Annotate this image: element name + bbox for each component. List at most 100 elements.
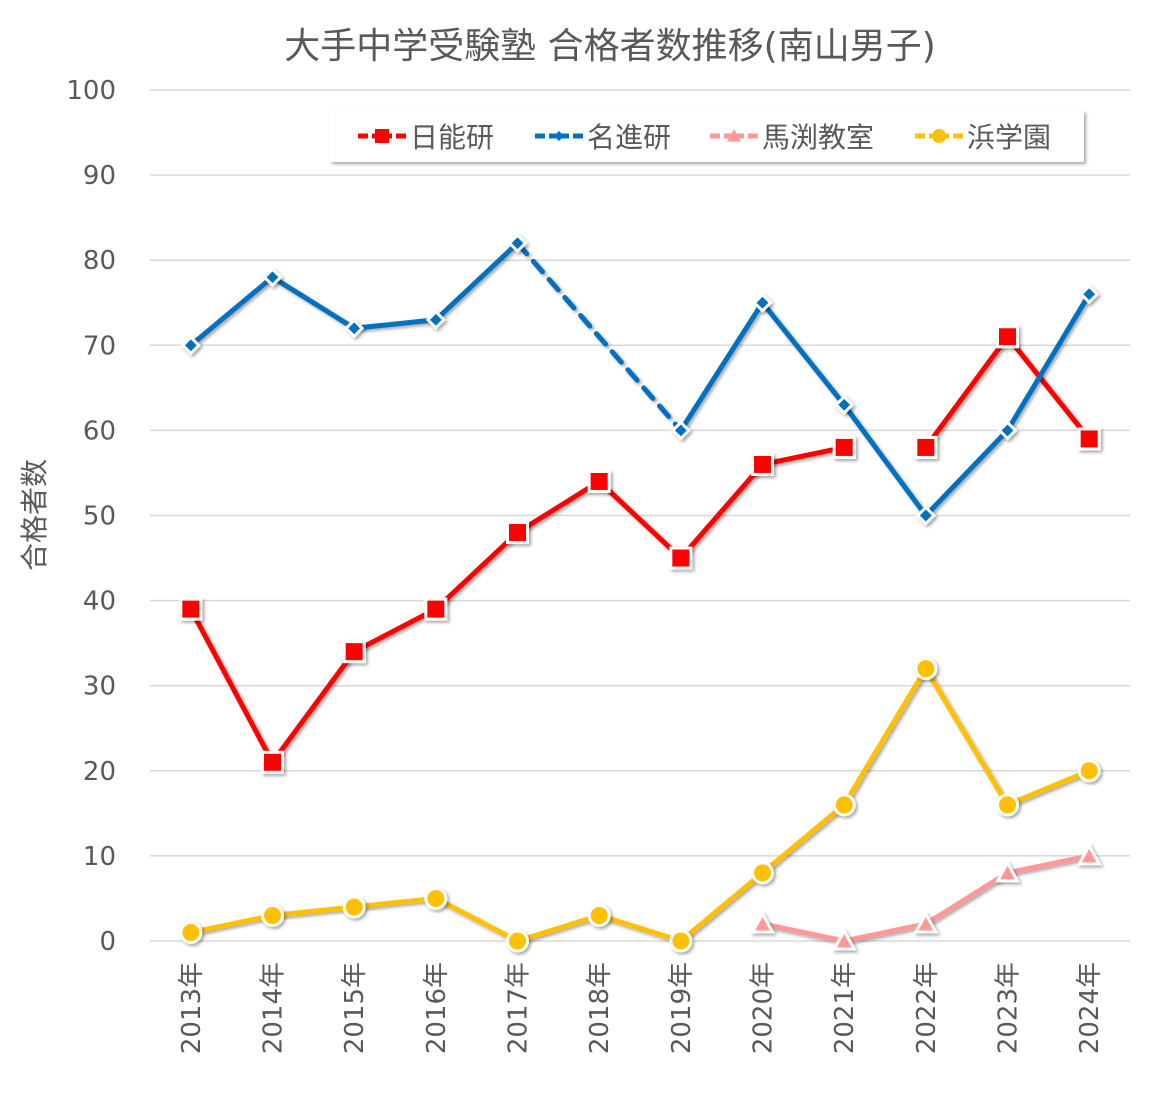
series-line-segment [760,802,847,876]
x-tick-label: 2019年 [667,962,697,1054]
data-point [913,910,939,934]
data-point [752,292,773,313]
data-point [994,859,1021,883]
data-point [749,910,776,934]
series-line-segment [678,300,765,433]
legend-marker [554,131,564,141]
data-point [342,640,366,664]
series-line-segment [1005,853,1092,876]
data-point [506,929,529,953]
data-point [1077,759,1101,783]
y-tick-label: 60 [83,416,116,446]
series-line-segment [760,300,847,408]
y-tick-label: 90 [83,161,116,191]
data-point [261,750,284,774]
data-point [507,233,528,254]
data-point [915,505,936,526]
series-line-segment [841,921,929,944]
legend-marker [727,129,741,142]
y-tick-label: 100 [66,76,116,106]
x-tick-label: 2018年 [585,962,615,1054]
data-point [344,318,365,339]
data-point [587,903,611,927]
legend: 日能研 名進研 馬渕教室 浜学園 [330,111,1084,162]
data-point [914,435,938,459]
data-point [179,597,203,621]
x-tick-label: 2013年 [177,962,207,1054]
y-tick-label: 70 [83,331,116,361]
series-line-segment [841,666,929,808]
data-point [751,861,774,885]
data-point [669,929,693,953]
series-line-segment [351,895,439,910]
series-line-segment [678,461,765,561]
legend-label: 日能研 [410,121,494,154]
series-line-segment [270,274,357,331]
series-line-segment [433,530,520,612]
legend-label: 名進研 [587,121,671,154]
data-point [834,394,855,415]
series-line-segment [270,904,357,918]
series-line-segment [433,240,520,323]
series-line-segment [1005,334,1092,442]
data-point [996,325,1019,349]
y-axis-label: 合格者数 [18,459,51,571]
legend-label: 馬渕教室 [762,121,874,154]
series-line-segment [678,870,765,944]
chart-title: 大手中学受験塾 合格者数推移(南山男子) [284,26,936,67]
data-point [831,927,857,951]
series-line-segment [270,649,357,765]
data-point [914,657,938,681]
data-point [587,469,611,493]
y-tick-label: 10 [83,842,116,872]
data-point [425,309,446,330]
data-point [669,546,693,570]
series-line-segment [596,912,684,944]
data-point [1077,427,1101,451]
series-line-segment [923,334,1010,450]
legend-marker [932,129,946,143]
data-point [670,420,691,441]
series-line-segment [351,606,439,655]
y-tick-label: 30 [83,672,116,702]
series-line-segment [923,870,1010,927]
series-line-segment [760,921,847,944]
data-point [179,920,203,944]
data-point [1079,284,1100,305]
series-line-segment [515,912,602,944]
data-point [342,895,366,919]
series-line-segment [923,427,1010,518]
data-point [424,597,448,621]
data-point [1076,842,1102,866]
series-line-segment [1005,768,1092,808]
data-point [180,335,201,356]
series-line-segment [188,606,275,765]
x-tick-label: 2022年 [912,962,942,1054]
y-tick-label: 0 [99,927,116,957]
data-point [832,435,856,459]
x-tick-label: 2023年 [994,962,1024,1054]
x-tick-label: 2024年 [1075,962,1105,1054]
series-line-segment [923,666,1010,808]
series-line-segment [760,444,847,467]
y-tick-label: 20 [83,757,116,787]
y-tick-label: 50 [83,502,116,532]
x-tick-label: 2017年 [504,962,534,1054]
series-line-segment [188,912,275,935]
legend-label: 浜学園 [967,121,1051,154]
series-line-segment [515,240,684,433]
series-line-segment [433,895,520,944]
y-tick-label: 40 [83,587,116,617]
series-line-segment [596,478,684,561]
series-line-segment [188,274,275,348]
x-tick-label: 2020年 [749,962,779,1054]
data-point [506,521,529,545]
data-point [262,267,283,288]
x-tick-label: 2014年 [259,962,289,1054]
x-tick-label: 2021年 [830,962,860,1054]
series-line-segment [515,478,602,536]
y-tick-label: 80 [83,246,116,276]
legend-marker [375,129,389,143]
x-tick-label: 2015年 [340,962,370,1054]
